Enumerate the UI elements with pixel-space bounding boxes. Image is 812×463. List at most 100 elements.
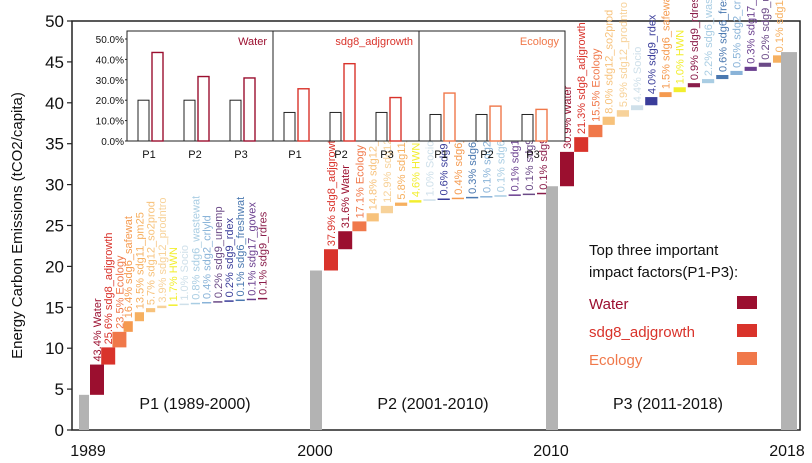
period-label: P3 (2011-2018) — [613, 396, 723, 413]
inset-category-label: P1 — [434, 149, 447, 161]
factor-bar — [466, 196, 479, 199]
inset-category-label: P3 — [234, 149, 247, 161]
factor-percent: 4.4% — [632, 74, 644, 102]
factor-percent: 0.2% — [224, 269, 236, 297]
waterfall-bars — [79, 52, 797, 431]
factor-bar — [146, 308, 156, 313]
factor-bar — [157, 305, 167, 309]
legend-item-label: sdg8_adjgrowth — [589, 324, 695, 341]
factor-bar — [123, 321, 133, 332]
factor-label: 1.7% HWN — [168, 247, 180, 301]
inset-value-bar — [443, 92, 456, 142]
factor-bar — [758, 62, 771, 67]
factor-percent: 0.1% — [496, 164, 508, 192]
y-tick-label: 50 — [45, 12, 64, 31]
factor-label: 15.5% Ecology — [590, 48, 602, 122]
legend-item-label: Water — [589, 296, 628, 313]
inset-value-bar — [243, 77, 256, 142]
y-tick-label: 40 — [45, 94, 64, 113]
factor-bar — [409, 200, 422, 203]
factor-percent: 5.8% — [396, 171, 408, 199]
factor-bar — [179, 303, 189, 306]
factor-name: sdg9_rdres — [258, 211, 270, 267]
factor-percent: 1.0% — [675, 56, 687, 84]
factor-bar — [616, 110, 629, 117]
inset-panels: 0.0% 10.0% 20.0% 30.0% 40.0% 50.0% Water P1 P2 P3… — [96, 30, 566, 161]
factor-label: 0.9% sdg9_rdres — [689, 0, 701, 80]
inset-baseline-bar — [283, 111, 296, 142]
factor-bar — [716, 74, 729, 80]
main-axes: 0 5 10 15 20 25 30 35 40 45 50 Energy Carbon Emissi… — [9, 12, 805, 460]
factor-percent: 0.1% — [481, 165, 493, 193]
factor-percent: 13.5% — [134, 275, 146, 309]
inset-baseline-bar — [137, 99, 150, 142]
factor-percent: 0.5% — [732, 40, 744, 68]
factor-name: Ecology — [114, 255, 126, 295]
inset-value-bar — [389, 96, 402, 142]
factor-label: 8.0% sdg12_so2prod — [604, 10, 616, 114]
factor-percent: 0.1% — [246, 268, 258, 296]
inset-baseline-bar — [229, 99, 242, 142]
inset-y-tick-label: 40.0% — [96, 55, 124, 66]
factor-bar — [338, 231, 353, 250]
inset-category-label: P2 — [188, 149, 201, 161]
factor-name: Socio — [632, 47, 644, 75]
factor-name: Water — [92, 298, 104, 327]
factor-bar — [659, 92, 672, 98]
factor-name: sdg12_so2prod — [604, 10, 616, 86]
y-axis-label: Energy Carbon Emissions (tCO2/capita) — [9, 92, 26, 359]
factor-label: 4.0% sdg9_rdex — [646, 14, 658, 94]
factor-name: HWN — [410, 143, 422, 169]
y-tick-label: 25 — [45, 217, 64, 236]
inset-category-label: P1 — [288, 149, 301, 161]
factor-percent: 0.2% — [760, 32, 772, 60]
legend-item-swatch — [737, 296, 757, 309]
factor-label: 13.5% sdg11_pm25 — [134, 212, 146, 309]
y-tick-label: 10 — [45, 339, 64, 358]
factor-bar — [246, 298, 256, 301]
factor-name: Socio — [179, 245, 191, 273]
inset-category-label: P1 — [142, 149, 155, 161]
factor-label: 1.0% Socio — [179, 245, 191, 301]
inset-value-bar — [297, 88, 310, 142]
factor-percent: 0.3% — [746, 36, 758, 64]
factor-label: 23.5% Ecology — [114, 255, 126, 329]
factor-percent: 43.4% — [92, 327, 104, 361]
factor-label: 0.5% sdg2_crlyld — [732, 0, 744, 68]
factor-percent: 1.0% — [425, 168, 437, 196]
factor-name: sdg6_safewat — [123, 216, 135, 284]
factor-bar — [90, 364, 104, 395]
factor-bar — [112, 331, 127, 348]
factor-bar — [395, 202, 408, 206]
inset-panel-title: Water — [238, 36, 267, 48]
inset-value-bar — [151, 51, 164, 142]
factor-percent: 0.6% — [439, 167, 451, 195]
factor-bar — [588, 124, 603, 138]
inset-y-tick-label: 30.0% — [96, 76, 124, 87]
factor-label: 5.9% sdg12_prodntro — [618, 2, 630, 107]
factor-name: Ecology — [590, 48, 602, 88]
factor-bar — [202, 301, 212, 304]
inset-y-tick-label: 50.0% — [96, 35, 124, 46]
y-tick-label: 30 — [45, 176, 64, 195]
factor-bar — [380, 205, 393, 214]
factor-name: Ecology — [354, 145, 366, 185]
factor-label: 1.5% sdg6_safewat — [661, 0, 673, 89]
factor-label: 16.4% sdg6_safewat — [123, 216, 135, 318]
factor-percent: 25.6% — [103, 310, 115, 344]
factor-percent: 1.5% — [661, 61, 673, 89]
inset-value-bar — [343, 62, 356, 142]
factor-name: sdg11_pm25 — [134, 212, 146, 275]
factor-label: 25.6% sdg8_adjgrowth — [103, 232, 115, 344]
factor-percent: 31.6% — [340, 194, 352, 228]
factor-bar — [224, 300, 234, 302]
factor-name: sdg9_unemp — [213, 206, 225, 270]
factor-name: sdg12_prodntro — [618, 2, 630, 79]
factor-name: sdg9_rdex — [224, 217, 236, 269]
factor-percent: 1.7% — [168, 273, 180, 301]
inset-category-label: P2 — [334, 149, 347, 161]
inset-baseline-bar — [429, 113, 442, 142]
factor-name: sdg8_adjgrowth — [103, 232, 115, 310]
factor-percent: 1.0% — [179, 272, 191, 300]
